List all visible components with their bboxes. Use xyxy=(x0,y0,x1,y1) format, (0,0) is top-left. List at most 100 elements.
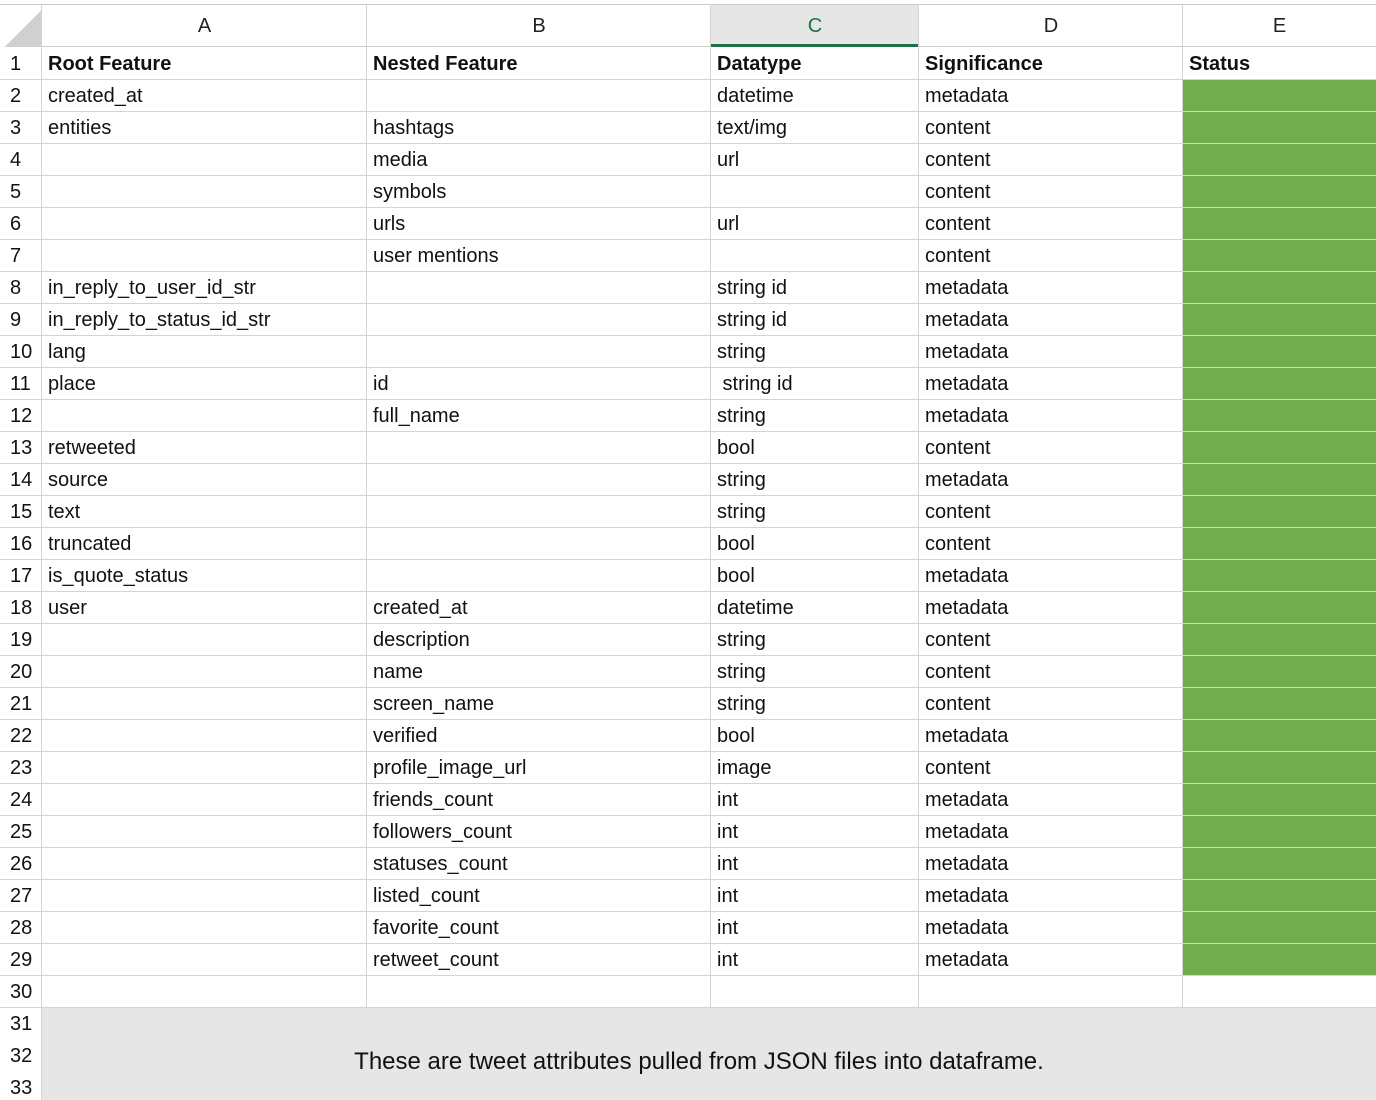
header-cell[interactable]: Nested Feature xyxy=(373,53,518,75)
row-number[interactable]: 14 xyxy=(10,469,33,491)
row-number[interactable]: 29 xyxy=(10,949,33,971)
cell[interactable]: metadata xyxy=(925,341,1009,363)
cell[interactable]: metadata xyxy=(925,821,1009,843)
cell[interactable]: content xyxy=(925,501,991,523)
cell[interactable]: full_name xyxy=(373,405,460,427)
row-number[interactable]: 3 xyxy=(10,117,22,139)
cell[interactable]: metadata xyxy=(925,949,1009,971)
row-number[interactable]: 9 xyxy=(10,309,22,331)
row-number[interactable]: 11 xyxy=(10,373,31,395)
cell[interactable]: string xyxy=(717,405,766,427)
cell[interactable]: metadata xyxy=(925,725,1009,747)
row-number[interactable]: 21 xyxy=(10,693,33,715)
row-number[interactable]: 28 xyxy=(10,917,33,939)
cell[interactable]: bool xyxy=(717,725,755,747)
cell[interactable]: source xyxy=(48,469,109,491)
cell[interactable]: content xyxy=(925,533,991,555)
cell[interactable]: user mentions xyxy=(373,245,499,267)
header-cell[interactable]: Root Feature xyxy=(48,53,172,75)
cell[interactable]: int xyxy=(717,821,739,843)
cell[interactable]: verified xyxy=(373,725,438,747)
cell[interactable]: string id xyxy=(717,373,793,395)
cell[interactable]: datetime xyxy=(717,85,794,107)
cell[interactable]: int xyxy=(717,853,739,875)
row-number[interactable]: 32 xyxy=(10,1045,33,1067)
column-header[interactable]: D xyxy=(919,5,1183,47)
cell[interactable]: metadata xyxy=(925,373,1009,395)
cell[interactable]: metadata xyxy=(925,85,1009,107)
cell[interactable]: followers_count xyxy=(373,821,512,843)
cell[interactable]: image xyxy=(717,757,772,779)
cell[interactable]: metadata xyxy=(925,885,1009,907)
row-number[interactable]: 22 xyxy=(10,725,33,747)
row-number[interactable]: 4 xyxy=(10,149,22,171)
row-number[interactable]: 24 xyxy=(10,789,33,811)
cell[interactable]: content xyxy=(925,181,991,203)
cell[interactable]: profile_image_url xyxy=(373,757,527,779)
cell[interactable]: int xyxy=(717,885,739,907)
row-number[interactable]: 27 xyxy=(10,885,33,907)
cell[interactable]: bool xyxy=(717,533,755,555)
cell[interactable]: string xyxy=(717,469,766,491)
cell[interactable]: lang xyxy=(48,341,86,363)
cell[interactable]: string xyxy=(717,693,766,715)
row-number[interactable]: 25 xyxy=(10,821,33,843)
cell[interactable]: retweet_count xyxy=(373,949,499,971)
row-number[interactable]: 8 xyxy=(10,277,22,299)
cell[interactable]: text xyxy=(48,501,81,523)
cell[interactable]: created_at xyxy=(373,597,468,619)
cell[interactable]: metadata xyxy=(925,597,1009,619)
cell[interactable]: bool xyxy=(717,565,755,587)
row-number[interactable]: 19 xyxy=(10,629,33,651)
cell[interactable]: statuses_count xyxy=(373,853,508,875)
row-number[interactable]: 13 xyxy=(10,437,33,459)
row-number[interactable]: 15 xyxy=(10,501,33,523)
cell[interactable]: text/img xyxy=(717,117,788,139)
row-number[interactable]: 12 xyxy=(10,405,33,427)
cell[interactable]: place xyxy=(48,373,96,395)
column-header[interactable]: E xyxy=(1183,5,1376,47)
cell[interactable]: content xyxy=(925,117,991,139)
cell[interactable]: media xyxy=(373,149,428,171)
cell[interactable]: entities xyxy=(48,117,112,139)
cell[interactable]: metadata xyxy=(925,565,1009,587)
cell[interactable]: metadata xyxy=(925,277,1009,299)
cell[interactable]: description xyxy=(373,629,470,651)
cell[interactable]: metadata xyxy=(925,789,1009,811)
cell[interactable]: in_reply_to_status_id_str xyxy=(48,309,271,331)
cell[interactable]: content xyxy=(925,693,991,715)
cell[interactable]: string xyxy=(717,629,766,651)
cell[interactable]: hashtags xyxy=(373,117,455,139)
row-number[interactable]: 16 xyxy=(10,533,33,555)
cell[interactable]: content xyxy=(925,149,991,171)
row-number[interactable]: 10 xyxy=(10,341,33,363)
row-number[interactable]: 30 xyxy=(10,981,33,1003)
cell[interactable]: name xyxy=(373,661,424,683)
row-number[interactable]: 5 xyxy=(10,181,22,203)
column-header[interactable]: A xyxy=(42,5,367,47)
row-number[interactable]: 1 xyxy=(10,53,22,75)
cell[interactable]: int xyxy=(717,949,739,971)
cell[interactable]: metadata xyxy=(925,405,1009,427)
cell[interactable]: content xyxy=(925,245,991,267)
cell[interactable]: int xyxy=(717,917,739,939)
cell[interactable]: friends_count xyxy=(373,789,494,811)
row-number[interactable]: 2 xyxy=(10,85,22,107)
cell[interactable]: metadata xyxy=(925,917,1009,939)
cell[interactable]: content xyxy=(925,661,991,683)
cell[interactable]: is_quote_status xyxy=(48,565,189,587)
cell[interactable]: content xyxy=(925,437,991,459)
cell[interactable]: created_at xyxy=(48,85,143,107)
cell[interactable]: url xyxy=(717,149,740,171)
cell[interactable]: content xyxy=(925,629,991,651)
cell[interactable]: int xyxy=(717,789,739,811)
row-number[interactable]: 31 xyxy=(10,1013,33,1035)
header-cell[interactable]: Status xyxy=(1189,53,1251,75)
cell[interactable]: string xyxy=(717,501,766,523)
row-number[interactable]: 7 xyxy=(10,245,22,267)
column-header[interactable]: C xyxy=(711,5,919,47)
cell[interactable]: urls xyxy=(373,213,406,235)
row-number[interactable]: 20 xyxy=(10,661,33,683)
cell[interactable]: id xyxy=(373,373,389,395)
cell[interactable]: in_reply_to_user_id_str xyxy=(48,277,256,299)
